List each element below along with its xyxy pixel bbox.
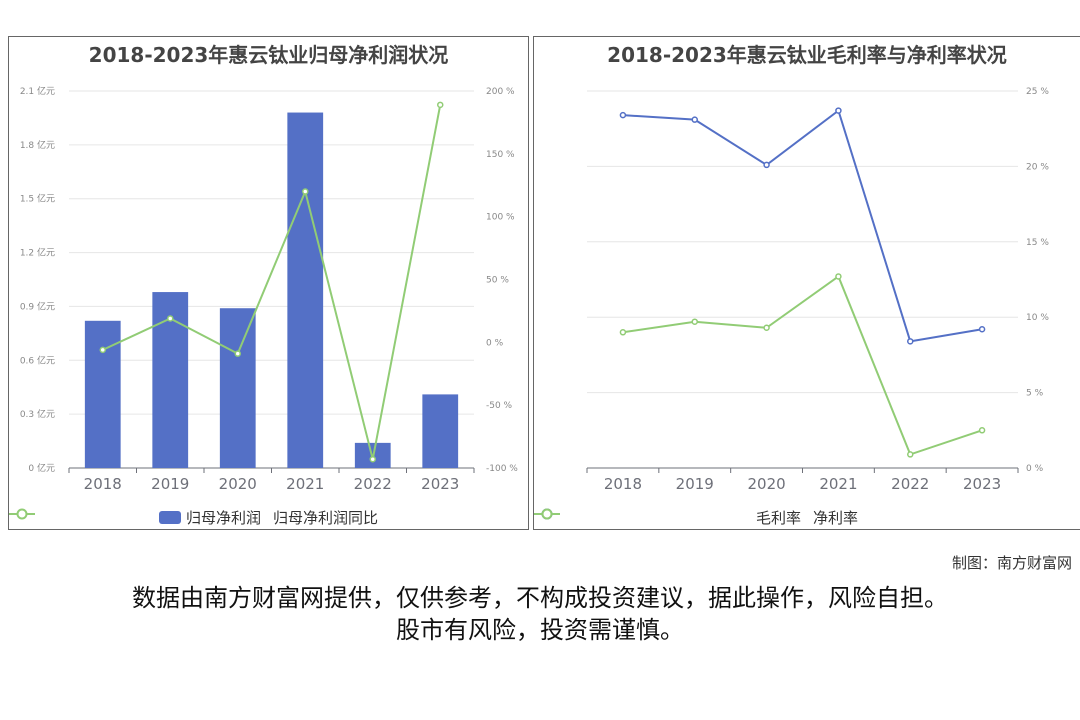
line-point <box>835 273 842 280</box>
chart-title: 2018-2023年惠云钛业毛利率与净利率状况 <box>607 43 1007 67</box>
line-series-yoy <box>102 104 442 460</box>
line-point <box>691 116 698 123</box>
chart-panel-net-profit: 2018-2023年惠云钛业归母净利润状况 0 亿元 0.3 亿元 0.6 亿元 0.… <box>8 36 529 530</box>
legend-item-net-margin[interactable]: 净利率 <box>534 507 859 528</box>
line-point <box>978 427 986 434</box>
margins-chart: 0 % 5 % 10 % 15 % 20 % 25 % 2018 2019 2020 2021 20… <box>586 87 1049 493</box>
line-point <box>835 107 842 114</box>
legend-item-net-profit-yoy[interactable]: 归母净利润同比 <box>9 507 379 528</box>
legend-label: 归母净利润 <box>185 509 261 527</box>
line-point <box>907 451 914 458</box>
net-profit-chart: 0 亿元 0.3 亿元 0.6 亿元 0.9 亿元 1.2 亿元 1.5 亿元 1.8 亿元… <box>20 85 518 493</box>
x-tick-label: 2023 <box>421 475 459 493</box>
x-tick-label: 2022 <box>354 475 392 493</box>
legend-label: 毛利率 <box>755 509 801 527</box>
x-tick-label: 2019 <box>676 475 714 493</box>
line-point <box>619 111 627 119</box>
y-right-tick-label: 10 % <box>1026 313 1049 323</box>
line-point <box>369 455 376 463</box>
x-tick-label: 2023 <box>963 475 1001 493</box>
legend-line-swatch <box>9 508 35 520</box>
y-right-tick-label: -100 % <box>486 464 518 474</box>
y-right-tick-label: 5 % <box>1026 389 1044 399</box>
x-tick-label: 2021 <box>286 475 324 493</box>
line-point <box>234 350 241 357</box>
line-point <box>978 326 986 333</box>
y-right-tick-label: 150 % <box>486 150 515 160</box>
y-right-tick-label: 0 % <box>1026 464 1044 474</box>
line-point <box>167 315 174 322</box>
x-tick-label: 2022 <box>891 475 929 493</box>
legend-label: 归母净利润同比 <box>273 509 379 527</box>
y-right-tick-label: 25 % <box>1026 87 1049 97</box>
x-tick-label: 2018 <box>604 475 642 493</box>
legend-item-gross-margin[interactable]: 毛利率 <box>534 507 801 528</box>
legend-item-net-profit[interactable]: 归母净利润 <box>158 507 261 528</box>
y-left-tick-label: 0.6 亿元 <box>20 354 55 366</box>
y-right-tick-label: 20 % <box>1026 162 1049 172</box>
y-right-tick-label: 100 % <box>486 213 515 223</box>
legend-line-swatch <box>534 508 560 520</box>
line-point <box>763 324 770 332</box>
chart-legend: 归母净利润 归母净利润同比 <box>9 507 528 528</box>
disclaimer: 数据由南方财富网提供，仅供参考，不构成投资建议，据此操作，风险自担。 股市有风险… <box>0 582 1080 646</box>
y-left-tick-label: 0 亿元 <box>28 462 55 474</box>
line-point <box>619 329 627 336</box>
y-right-tick-label: 200 % <box>486 87 515 97</box>
y-left-tick-label: 0.9 亿元 <box>20 300 55 312</box>
y-right-tick-label: 0 % <box>486 338 504 348</box>
legend-label: 净利率 <box>813 509 859 527</box>
chart-panel-margins: 2018-2023年惠云钛业毛利率与净利率状况 0 % 5 % 10 % 15 % 20… <box>533 36 1080 530</box>
legend-bar-swatch <box>158 511 181 524</box>
chart-credit: 制图：南方财富网 <box>951 554 1072 572</box>
disclaimer-line: 股市有风险，投资需谨慎。 <box>396 616 684 644</box>
line-point <box>691 318 698 325</box>
x-tick-label: 2021 <box>819 475 857 493</box>
x-tick-label: 2020 <box>747 475 785 493</box>
disclaimer-line: 数据由南方财富网提供，仅供参考，不构成投资建议，据此操作，风险自担。 <box>132 584 948 612</box>
y-left-tick-label: 1.2 亿元 <box>20 247 55 259</box>
y-right-tick-label: -50 % <box>486 401 513 411</box>
y-left-tick-label: 2.1 亿元 <box>20 85 55 97</box>
y-right-tick-label: 15 % <box>1026 238 1049 248</box>
y-left-tick-label: 1.8 亿元 <box>20 139 55 151</box>
y-left-tick-label: 0.3 亿元 <box>20 408 55 420</box>
bar <box>84 320 121 468</box>
y-left-tick-label: 1.5 亿元 <box>20 193 55 205</box>
line-point <box>302 188 309 195</box>
bar <box>287 112 324 469</box>
y-right-tick-label: 50 % <box>486 276 509 286</box>
chart-title: 2018-2023年惠云钛业归母净利润状况 <box>88 43 449 67</box>
x-tick-label: 2018 <box>84 475 122 493</box>
line-series-net-margin <box>622 274 983 456</box>
line-point <box>99 346 106 354</box>
line-point <box>763 161 770 169</box>
x-tick-label: 2020 <box>219 475 257 493</box>
chart-legend: 毛利率 净利率 <box>534 507 1080 528</box>
bar <box>422 394 459 468</box>
line-point <box>907 338 914 345</box>
x-tick-label: 2019 <box>151 475 189 493</box>
line-point <box>437 101 444 109</box>
line-series-gross-margin <box>622 108 983 343</box>
bar <box>219 308 256 468</box>
